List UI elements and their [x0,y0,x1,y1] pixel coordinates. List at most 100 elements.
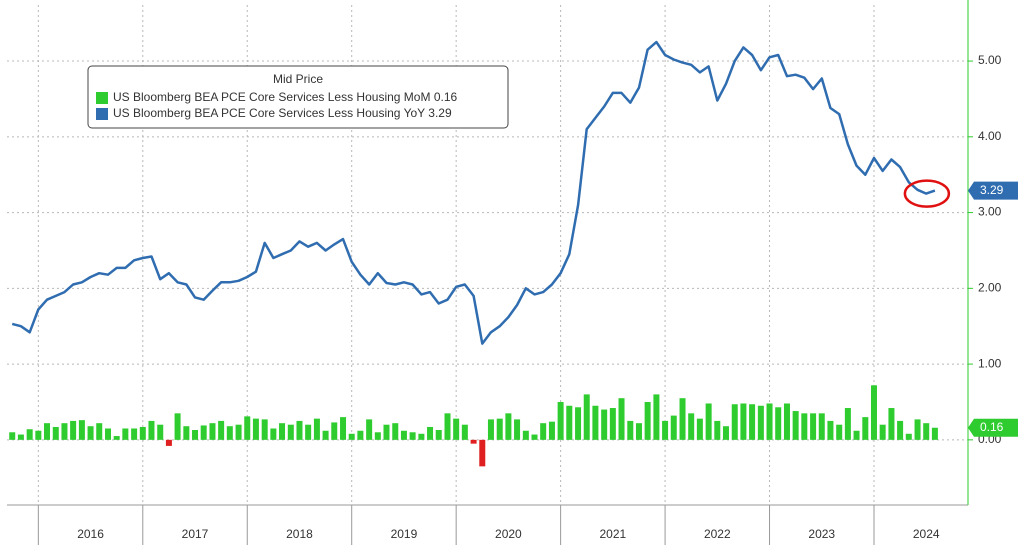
y-tick-label: 3.00 [978,205,1002,219]
bar [731,404,738,440]
bar [52,426,59,440]
bar [174,413,181,440]
bar [35,430,42,440]
bar [44,423,51,440]
bar [635,423,642,440]
bar [383,424,390,440]
legend-swatch [96,92,108,104]
bar [400,430,407,440]
bar [531,434,538,440]
bar [522,430,529,440]
bar [931,427,938,440]
bar [427,426,434,440]
bar [226,426,233,440]
bar [722,426,729,440]
x-tick-label: 2021 [599,527,626,541]
bar [313,418,320,440]
bar [583,394,590,440]
bar [209,423,216,440]
bar [757,405,764,440]
bar [749,404,756,440]
bar [836,424,843,440]
bar [435,430,442,440]
annotation-circle [903,179,951,208]
bar [165,439,172,446]
bar [740,403,747,440]
bar [444,413,451,440]
bar [705,403,712,440]
bar [905,433,912,440]
bar [618,398,625,440]
bar [688,413,695,440]
legend-value: 3.29 [428,106,452,120]
bar [853,430,860,440]
legend-label: US Bloomberg BEA PCE Core Services Less … [113,90,457,104]
x-tick-label: 2023 [808,527,835,541]
bar [235,424,242,440]
bar [679,398,686,440]
bar [105,428,112,440]
bar [61,423,68,440]
bar [392,423,399,440]
y-tick-label: 1.00 [978,356,1002,370]
bar [810,413,817,440]
x-tick-label: 2020 [495,527,522,541]
value-tag-label: 3.29 [980,183,1004,197]
bar [557,401,564,440]
bar [844,408,851,440]
bar [305,424,312,440]
bar [540,423,547,440]
bar [914,419,921,440]
bar [653,394,660,440]
bar [26,429,33,440]
bar [340,417,347,440]
bar [662,420,669,440]
bar [131,428,138,440]
x-tick-label: 2019 [391,527,418,541]
legend-label: US Bloomberg BEA PCE Core Services Less … [113,106,452,120]
bar [566,405,573,440]
bar [792,411,799,440]
bar [418,433,425,440]
legend-name: US Bloomberg BEA PCE Core Services Less … [113,106,425,120]
bar [322,430,329,440]
bar [670,415,677,440]
bar [592,405,599,440]
value-tag [968,418,1018,437]
y-tick-label: 2.00 [978,281,1002,295]
bar [87,426,94,440]
bar [870,385,877,440]
bar [139,426,146,440]
value-tag-label: 0.16 [980,420,1004,434]
bar [609,408,616,440]
bar [409,432,416,440]
bar [113,436,120,440]
bar [244,416,251,440]
legend-box [87,65,509,129]
bar [374,432,381,440]
bar [888,408,895,440]
bar [487,419,494,440]
bar [514,419,521,440]
bar [453,418,460,440]
bar [348,433,355,440]
bar [627,420,634,440]
bar [505,413,512,440]
bar [279,423,286,440]
bar [218,420,225,440]
x-tick-label: 2018 [286,527,313,541]
bar [78,420,85,440]
bar [261,419,268,440]
bar [357,430,364,440]
line [11,40,936,345]
bar [461,424,468,440]
x-tick-label: 2017 [182,527,209,541]
bar [601,409,608,440]
bar [548,421,555,440]
bar [862,417,869,440]
bar [122,428,129,440]
bar [70,420,77,440]
legend-swatch [96,108,108,120]
x-tick-label: 2016 [77,527,104,541]
bar [148,420,155,440]
